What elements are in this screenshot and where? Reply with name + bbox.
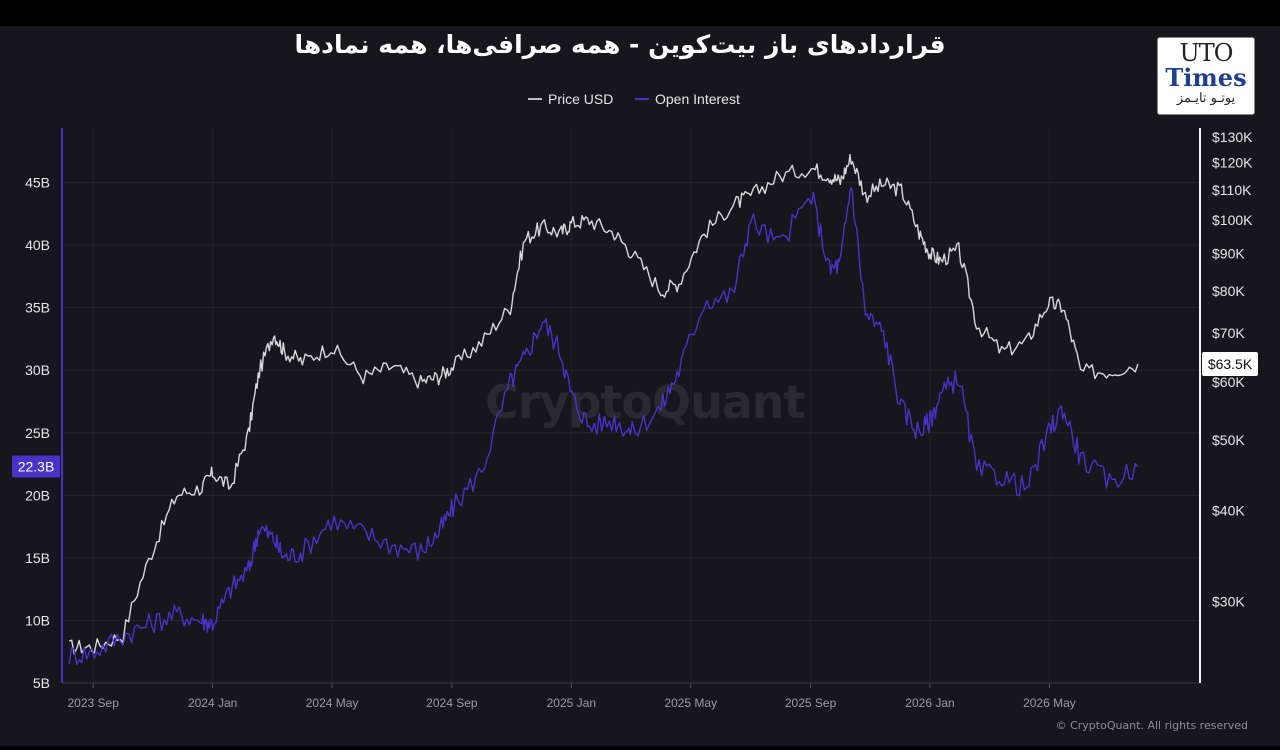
open-interest-line — [68, 186, 1139, 665]
grid-lines — [62, 128, 1199, 684]
left-tick-label: 15B — [25, 550, 50, 566]
left-tick-label: 30B — [25, 362, 50, 378]
x-tick-label: 2025 Jan — [547, 696, 596, 710]
series-lines — [68, 153, 1139, 665]
x-tick-label: 2025 May — [664, 696, 717, 710]
price-badge-text: $63.5K — [1208, 356, 1253, 372]
uto-times-logo: UTO Times یوتـو تایـمز — [1157, 37, 1255, 115]
right-tick-label: $120K — [1212, 154, 1253, 170]
right-tick-label: $80K — [1212, 283, 1245, 299]
axis-labels: 5B 10B 15B 20B 25B 30B 35B 40B 45B 2023 Sep 2024 J… — [25, 129, 1253, 710]
bottom-black-bar — [0, 746, 1280, 750]
left-tick-label: 35B — [25, 300, 50, 316]
left-tick-label: 5B — [33, 675, 50, 691]
left-tick-label: 20B — [25, 487, 50, 503]
right-tick-label: $130K — [1212, 129, 1253, 145]
right-tick-label: $90K — [1212, 246, 1245, 262]
x-tick-label: 2025 Sep — [785, 696, 837, 710]
right-tick-label: $40K — [1212, 502, 1245, 518]
copyright-text: © CryptoQuant. All rights reserved — [1055, 719, 1248, 732]
legend-label: Open Interest — [655, 91, 740, 107]
top-black-bar — [0, 0, 1280, 26]
logo-line-3: یوتـو تایـمز — [1176, 91, 1236, 106]
left-tick-label: 25B — [25, 425, 50, 441]
price-line — [69, 153, 1139, 655]
chart-title: قراردادهای باز بیت‌کوین - همه صرافی‌ها، … — [294, 30, 946, 59]
right-tick-label: $110K — [1212, 182, 1252, 198]
right-tick-label: $50K — [1212, 432, 1245, 448]
price-badge — [1202, 352, 1258, 377]
legend-label: Price USD — [548, 91, 613, 107]
axes — [61, 128, 1201, 688]
value-badges: 22.3B $63.5K — [12, 352, 1258, 478]
open-interest-badge — [12, 455, 60, 478]
right-tick-label: $30K — [1212, 594, 1245, 610]
left-tick-label: 10B — [25, 612, 50, 628]
x-tick-label: 2026 May — [1023, 696, 1076, 710]
logo-line-1: UTO — [1179, 39, 1234, 67]
x-tick-label: 2024 May — [306, 696, 359, 710]
right-tick-label: $70K — [1212, 325, 1245, 341]
open-interest-badge-text: 22.3B — [18, 459, 55, 475]
right-tick-label: $60K — [1212, 374, 1245, 390]
x-tick-label: 2023 Sep — [68, 696, 120, 710]
x-tick-label: 2024 Jan — [188, 696, 237, 710]
right-tick-label: $100K — [1212, 212, 1253, 228]
left-tick-label: 45B — [25, 175, 50, 191]
x-tick-label: 2024 Sep — [426, 696, 478, 710]
left-tick-label: 40B — [25, 237, 50, 253]
x-tick-label: 2026 Jan — [905, 696, 954, 710]
legend: Price USD Open Interest — [528, 91, 740, 107]
logo-line-2: Times — [1165, 63, 1247, 92]
